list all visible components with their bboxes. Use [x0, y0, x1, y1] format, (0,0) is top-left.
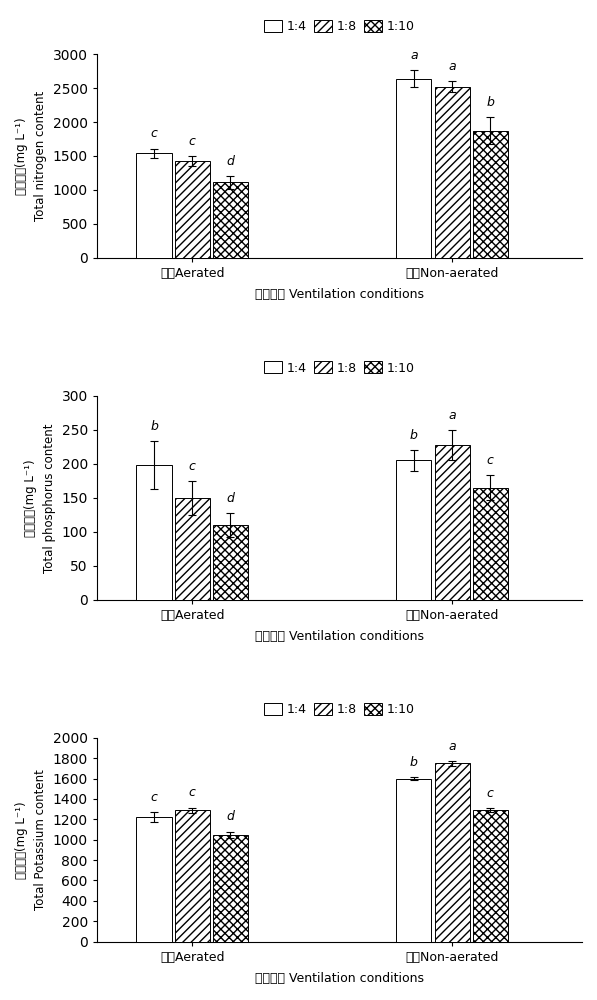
Text: c: c	[189, 135, 196, 148]
Bar	[435, 87, 470, 258]
Bar	[137, 465, 171, 600]
Text: c: c	[189, 786, 196, 799]
Legend: 1:4, 1:8, 1:10: 1:4, 1:8, 1:10	[264, 703, 415, 716]
Text: a: a	[448, 60, 456, 73]
Legend: 1:4, 1:8, 1:10: 1:4, 1:8, 1:10	[264, 361, 415, 375]
Text: a: a	[448, 740, 456, 753]
Bar	[435, 445, 470, 600]
Text: b: b	[410, 429, 418, 442]
Y-axis label: 全钔含量(mg L⁻¹)
Total Potassium content: 全钔含量(mg L⁻¹) Total Potassium content	[15, 769, 47, 910]
Bar	[396, 779, 432, 942]
Y-axis label: 全氮含量(mg L⁻¹)
Total nitrogen content: 全氮含量(mg L⁻¹) Total nitrogen content	[15, 91, 47, 221]
X-axis label: 通气条件 Ventilation conditions: 通气条件 Ventilation conditions	[255, 288, 424, 301]
Bar	[137, 153, 171, 258]
Bar	[137, 817, 171, 942]
Bar	[213, 525, 248, 600]
X-axis label: 通气条件 Ventilation conditions: 通气条件 Ventilation conditions	[255, 972, 424, 985]
Bar	[174, 161, 210, 258]
Text: c: c	[189, 460, 196, 473]
X-axis label: 通气条件 Ventilation conditions: 通气条件 Ventilation conditions	[255, 630, 424, 643]
Bar	[473, 488, 507, 600]
Y-axis label: 全磷含量(mg L⁻¹)
Total phosphorus content: 全磷含量(mg L⁻¹) Total phosphorus content	[24, 423, 56, 573]
Text: c: c	[487, 454, 494, 467]
Bar	[396, 79, 432, 258]
Text: d: d	[226, 492, 234, 505]
Text: b: b	[486, 96, 494, 109]
Text: c: c	[150, 127, 158, 140]
Text: c: c	[150, 791, 158, 804]
Bar	[174, 810, 210, 942]
Bar	[396, 460, 432, 600]
Bar	[435, 763, 470, 942]
Bar	[473, 131, 507, 258]
Bar	[174, 498, 210, 600]
Bar	[213, 182, 248, 258]
Bar	[213, 835, 248, 942]
Text: d: d	[226, 155, 234, 168]
Text: b: b	[410, 756, 418, 769]
Text: b: b	[150, 420, 158, 433]
Text: a: a	[448, 409, 456, 422]
Text: c: c	[487, 787, 494, 800]
Text: d: d	[226, 810, 234, 823]
Text: a: a	[410, 49, 418, 62]
Legend: 1:4, 1:8, 1:10: 1:4, 1:8, 1:10	[264, 20, 415, 33]
Bar	[473, 810, 507, 942]
